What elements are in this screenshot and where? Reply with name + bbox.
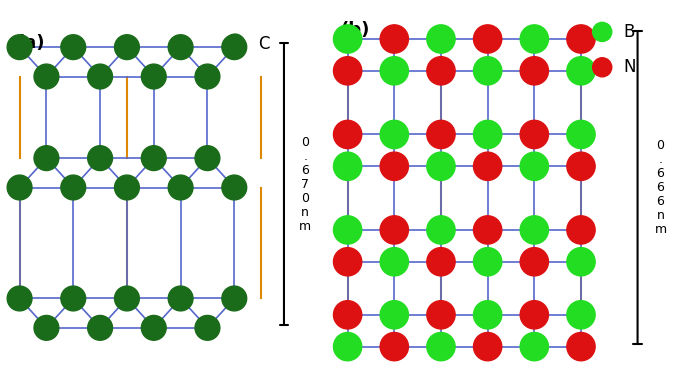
Circle shape xyxy=(380,248,409,276)
Circle shape xyxy=(380,216,409,244)
Circle shape xyxy=(333,57,362,85)
Circle shape xyxy=(7,286,32,311)
Text: 0
.
6
7
0
n
m: 0 . 6 7 0 n m xyxy=(299,136,311,233)
Circle shape xyxy=(168,286,193,311)
Circle shape xyxy=(195,146,220,171)
Circle shape xyxy=(567,152,595,180)
Circle shape xyxy=(333,248,362,276)
Circle shape xyxy=(427,248,455,276)
Circle shape xyxy=(222,35,247,60)
Circle shape xyxy=(195,315,220,340)
Circle shape xyxy=(333,120,362,148)
Text: 0
.
6
6
6
n
m: 0 . 6 6 6 n m xyxy=(654,139,666,236)
Circle shape xyxy=(195,64,220,89)
Circle shape xyxy=(567,216,595,244)
Circle shape xyxy=(520,248,549,276)
Circle shape xyxy=(222,175,247,200)
Circle shape xyxy=(114,175,139,200)
Circle shape xyxy=(88,146,112,171)
Circle shape xyxy=(567,248,595,276)
Circle shape xyxy=(520,25,549,53)
Circle shape xyxy=(427,152,455,180)
Circle shape xyxy=(473,25,502,53)
Circle shape xyxy=(380,120,409,148)
Text: (b): (b) xyxy=(341,21,370,39)
Circle shape xyxy=(333,25,362,53)
Circle shape xyxy=(427,25,455,53)
Circle shape xyxy=(380,57,409,85)
Circle shape xyxy=(34,315,59,340)
Circle shape xyxy=(333,333,362,361)
Circle shape xyxy=(61,35,86,60)
Circle shape xyxy=(427,333,455,361)
Text: B: B xyxy=(624,23,635,41)
Circle shape xyxy=(427,216,455,244)
Circle shape xyxy=(88,315,112,340)
Circle shape xyxy=(520,152,549,180)
Circle shape xyxy=(333,216,362,244)
Circle shape xyxy=(222,286,247,311)
Circle shape xyxy=(88,64,112,89)
Circle shape xyxy=(380,25,409,53)
Circle shape xyxy=(473,152,502,180)
Circle shape xyxy=(473,120,502,148)
Circle shape xyxy=(7,35,32,60)
Text: C: C xyxy=(258,35,269,53)
Circle shape xyxy=(473,216,502,244)
Circle shape xyxy=(593,58,612,77)
Circle shape xyxy=(380,152,409,180)
Circle shape xyxy=(427,120,455,148)
Circle shape xyxy=(473,301,502,329)
Circle shape xyxy=(225,34,245,54)
Circle shape xyxy=(567,25,595,53)
Circle shape xyxy=(473,57,502,85)
Circle shape xyxy=(380,333,409,361)
Text: (a): (a) xyxy=(16,34,45,52)
Circle shape xyxy=(427,301,455,329)
Circle shape xyxy=(473,333,502,361)
Circle shape xyxy=(168,175,193,200)
Circle shape xyxy=(333,152,362,180)
Circle shape xyxy=(61,175,86,200)
Circle shape xyxy=(7,175,32,200)
Circle shape xyxy=(168,35,193,60)
Text: N: N xyxy=(624,58,636,76)
Circle shape xyxy=(333,301,362,329)
Circle shape xyxy=(520,333,549,361)
Circle shape xyxy=(61,286,86,311)
Circle shape xyxy=(520,120,549,148)
Circle shape xyxy=(114,286,139,311)
Circle shape xyxy=(141,146,166,171)
Circle shape xyxy=(380,301,409,329)
Circle shape xyxy=(114,35,139,60)
Circle shape xyxy=(567,57,595,85)
Circle shape xyxy=(141,315,166,340)
Circle shape xyxy=(567,301,595,329)
Circle shape xyxy=(520,57,549,85)
Circle shape xyxy=(427,57,455,85)
Circle shape xyxy=(567,120,595,148)
Circle shape xyxy=(520,216,549,244)
Circle shape xyxy=(34,146,59,171)
Circle shape xyxy=(141,64,166,89)
Circle shape xyxy=(520,301,549,329)
Circle shape xyxy=(473,248,502,276)
Circle shape xyxy=(567,333,595,361)
Circle shape xyxy=(34,64,59,89)
Circle shape xyxy=(593,22,612,42)
